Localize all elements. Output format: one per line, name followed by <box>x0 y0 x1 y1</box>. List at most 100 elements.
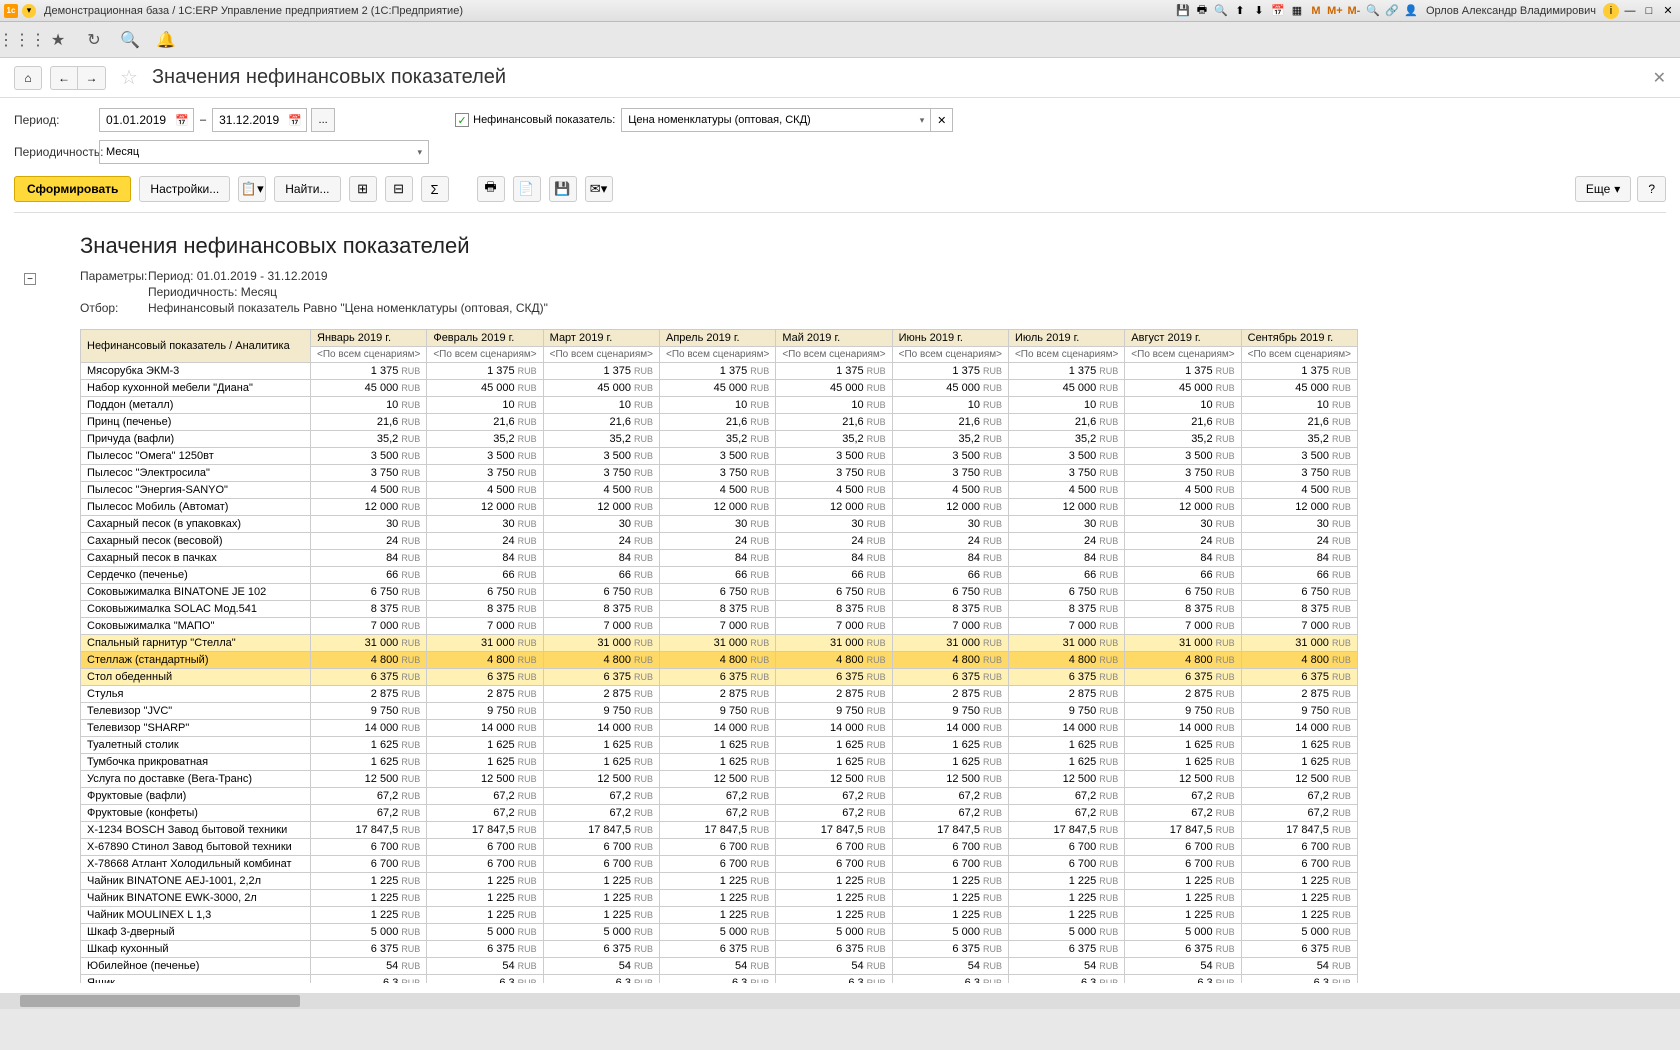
table-row[interactable]: Х-67890 Стинол Завод бытовой техники6 70… <box>81 839 1358 856</box>
tree-collapse-icon[interactable]: − <box>24 273 36 285</box>
print-report-button[interactable]: 🖶 <box>477 176 505 202</box>
table-row[interactable]: Х-78668 Атлант Холодильный комбинат6 700… <box>81 856 1358 873</box>
table-row[interactable]: Чайник MOULINEX L 1,31 225RUB1 225RUB1 2… <box>81 907 1358 924</box>
calc-icon[interactable]: ▦ <box>1289 3 1305 19</box>
table-row[interactable]: Стеллаж (стандартный)4 800RUB4 800RUB4 8… <box>81 652 1358 669</box>
table-row[interactable]: Х-1234 BOSCH Завод бытовой техники17 847… <box>81 822 1358 839</box>
settings-button[interactable]: Настройки... <box>139 176 230 202</box>
table-row[interactable]: Тумбочка прикроватная1 625RUB1 625RUB1 6… <box>81 754 1358 771</box>
table-row[interactable]: Туалетный столик1 625RUB1 625RUB1 625RUB… <box>81 737 1358 754</box>
form-button[interactable]: Сформировать <box>14 176 131 202</box>
home-button[interactable]: ⌂ <box>14 66 42 90</box>
m-icon[interactable]: M <box>1308 3 1324 19</box>
save-icon[interactable]: 💾 <box>1175 3 1191 19</box>
table-row[interactable]: Стол обеденный6 375RUB6 375RUB6 375RUB6 … <box>81 669 1358 686</box>
cell-value: 66RUB <box>1125 567 1241 584</box>
indicator-select[interactable]: Цена номенклатуры (оптовая, СКД)▾ <box>621 108 931 132</box>
import-icon[interactable]: ⬇ <box>1251 3 1267 19</box>
m-plus-icon[interactable]: M+ <box>1327 3 1343 19</box>
table-row[interactable]: Чайник BINATONE АЕJ-1001, 2,2л1 225RUB1 … <box>81 873 1358 890</box>
cell-value: 35,2RUB <box>1125 431 1241 448</box>
table-row[interactable]: Причуда (вафли)35,2RUB35,2RUB35,2RUB35,2… <box>81 431 1358 448</box>
table-row[interactable]: Пылесос "Омега" 1250вт3 500RUB3 500RUB3 … <box>81 448 1358 465</box>
table-row[interactable]: Чайник BINATONE EWK-3000, 2л1 225RUB1 22… <box>81 890 1358 907</box>
find-button[interactable]: Найти... <box>274 176 340 202</box>
maximize-icon[interactable]: □ <box>1641 3 1657 19</box>
forward-button[interactable]: → <box>78 66 106 90</box>
table-row[interactable]: Сахарный песок (весовой)24RUB24RUB24RUB2… <box>81 533 1358 550</box>
indicator-clear-button[interactable]: ✕ <box>931 108 953 132</box>
table-row[interactable]: Соковыжималка BINATONE JE 1026 750RUB6 7… <box>81 584 1358 601</box>
print-icon[interactable]: 🖶 <box>1194 3 1210 19</box>
minimize-icon[interactable]: — <box>1622 3 1638 19</box>
indicator-checkbox[interactable]: ✓ <box>455 113 469 127</box>
email-button[interactable]: ✉▾ <box>585 176 613 202</box>
m-minus-icon[interactable]: M- <box>1346 3 1362 19</box>
cell-value: 45 000RUB <box>1241 380 1357 397</box>
table-row[interactable]: Сердечко (печенье)66RUB66RUB66RUB66RUB66… <box>81 567 1358 584</box>
period-select-button[interactable]: ... <box>311 108 335 132</box>
table-row[interactable]: Принц (печенье)21,6RUB21,6RUB21,6RUB21,6… <box>81 414 1358 431</box>
date-from-input[interactable]: 01.01.2019📅 <box>99 108 194 132</box>
dropdown-icon[interactable]: ▾ <box>22 4 36 18</box>
collapse-button[interactable]: ⊟ <box>385 176 413 202</box>
table-row[interactable]: Спальный гарнитур "Стелла"31 000RUB31 00… <box>81 635 1358 652</box>
table-row[interactable]: Фруктовые (вафли)67,2RUB67,2RUB67,2RUB67… <box>81 788 1358 805</box>
apps-icon[interactable]: ⋮⋮⋮ <box>12 30 32 50</box>
table-row[interactable]: Сахарный песок (в упаковках)30RUB30RUB30… <box>81 516 1358 533</box>
close-tab-icon[interactable]: ✕ <box>1653 68 1666 88</box>
cell-value: 14 000RUB <box>311 720 427 737</box>
table-row[interactable]: Ящик6,3RUB6,3RUB6,3RUB6,3RUB6,3RUB6,3RUB… <box>81 975 1358 984</box>
horizontal-scrollbar[interactable] <box>0 993 1680 1009</box>
date-to-input[interactable]: 31.12.2019📅 <box>212 108 307 132</box>
table-row[interactable]: Соковыжималка "МАПО"7 000RUB7 000RUB7 00… <box>81 618 1358 635</box>
more-button[interactable]: Еще ▾ <box>1575 176 1631 202</box>
table-row[interactable]: Телевизор "JVC"9 750RUB9 750RUB9 750RUB9… <box>81 703 1358 720</box>
cell-value: 1 225RUB <box>1125 890 1241 907</box>
cell-value: 1 225RUB <box>776 873 892 890</box>
export-icon[interactable]: ⬆ <box>1232 3 1248 19</box>
table-row[interactable]: Услуга по доставке (Вега-Транс)12 500RUB… <box>81 771 1358 788</box>
cell-value: 31 000RUB <box>427 635 543 652</box>
close-window-icon[interactable]: ✕ <box>1660 3 1676 19</box>
search-icon[interactable]: 🔍 <box>120 30 140 50</box>
table-row[interactable]: Стулья2 875RUB2 875RUB2 875RUB2 875RUB2 … <box>81 686 1358 703</box>
table-row[interactable]: Набор кухонной мебели "Диана"45 000RUB45… <box>81 380 1358 397</box>
table-row[interactable]: Пылесос Мобиль (Автомат)12 000RUB12 000R… <box>81 499 1358 516</box>
table-row[interactable]: Шкаф кухонный6 375RUB6 375RUB6 375RUB6 3… <box>81 941 1358 958</box>
preview-report-button[interactable]: 📄 <box>513 176 541 202</box>
table-row[interactable]: Мясорубка ЭКМ-31 375RUB1 375RUB1 375RUB1… <box>81 363 1358 380</box>
expand-button[interactable]: ⊞ <box>349 176 377 202</box>
sum-button[interactable]: Σ <box>421 176 449 202</box>
cell-value: 6 375RUB <box>1125 669 1241 686</box>
cell-value: 6 700RUB <box>543 856 659 873</box>
back-button[interactable]: ← <box>50 66 78 90</box>
preview-icon[interactable]: 🔍 <box>1213 3 1229 19</box>
periodicity-select[interactable]: Месяц▾ <box>99 140 429 164</box>
cell-value: 1 625RUB <box>311 737 427 754</box>
table-row[interactable]: Поддон (металл)10RUB10RUB10RUB10RUB10RUB… <box>81 397 1358 414</box>
zoom-icon[interactable]: 🔍 <box>1365 3 1381 19</box>
info-icon[interactable]: i <box>1603 3 1619 19</box>
notifications-icon[interactable]: 🔔 <box>156 30 176 50</box>
table-row[interactable]: Шкаф 3-дверный5 000RUB5 000RUB5 000RUB5 … <box>81 924 1358 941</box>
cell-value: 10RUB <box>1008 397 1124 414</box>
table-row[interactable]: Фруктовые (конфеты)67,2RUB67,2RUB67,2RUB… <box>81 805 1358 822</box>
favorites-icon[interactable]: ★ <box>48 30 68 50</box>
cell-value: 5 000RUB <box>311 924 427 941</box>
table-row[interactable]: Пылесос "Энергия-SANYO"4 500RUB4 500RUB4… <box>81 482 1358 499</box>
history-icon[interactable]: ↻ <box>84 30 104 50</box>
table-row[interactable]: Телевизор "SHARP"14 000RUB14 000RUB14 00… <box>81 720 1358 737</box>
calendar-icon[interactable]: 📅 <box>1270 3 1286 19</box>
link-icon[interactable]: 🔗 <box>1384 3 1400 19</box>
variants-button[interactable]: 📋▾ <box>238 176 266 202</box>
cell-value: 6 375RUB <box>659 941 775 958</box>
save-report-button[interactable]: 💾 <box>549 176 577 202</box>
help-button[interactable]: ? <box>1637 176 1666 202</box>
table-row[interactable]: Соковыжималка SOLAC Мод.5418 375RUB8 375… <box>81 601 1358 618</box>
cell-value: 1 375RUB <box>1241 363 1357 380</box>
table-row[interactable]: Сахарный песок в пачках84RUB84RUB84RUB84… <box>81 550 1358 567</box>
star-icon[interactable]: ☆ <box>120 65 138 90</box>
table-row[interactable]: Юбилейное (печенье)54RUB54RUB54RUB54RUB5… <box>81 958 1358 975</box>
table-row[interactable]: Пылесос "Электросила"3 750RUB3 750RUB3 7… <box>81 465 1358 482</box>
